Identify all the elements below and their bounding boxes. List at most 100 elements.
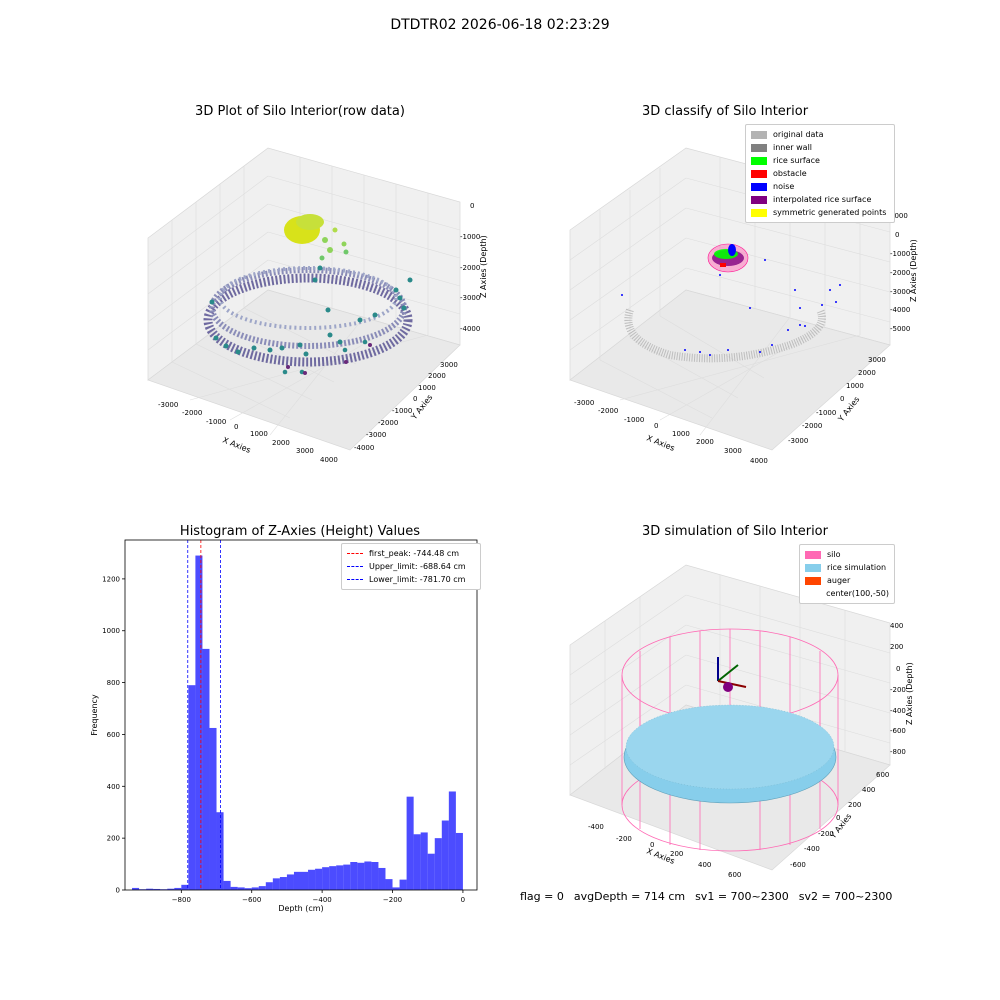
simulation-x-tick: -200 — [616, 835, 632, 843]
raw-x-axis-label: X Axies — [221, 436, 252, 455]
flag-value: flag = 0 — [520, 890, 564, 903]
histogram-bar — [258, 886, 266, 890]
raw-z-tick: -4000 — [460, 325, 480, 333]
simulation-rice-surface — [623, 704, 837, 804]
raw-z-tick: -2000 — [460, 264, 480, 272]
classify-legend-item: obstacle — [751, 167, 889, 180]
histogram-x-axis-label: Depth (cm) — [278, 904, 323, 913]
histogram-bar — [237, 887, 245, 890]
simulation-auger — [717, 657, 747, 692]
histogram-bar — [223, 880, 231, 890]
legend-swatch — [805, 563, 821, 572]
histogram-bar — [265, 882, 273, 890]
classify-legend: original data inner wall rice surface ob… — [745, 124, 895, 223]
simulation-legend-item: center(100,-50) — [805, 587, 889, 600]
histogram-bar — [448, 791, 456, 890]
histogram-bar — [371, 862, 379, 890]
simulation-y-tick: 0 — [836, 814, 840, 822]
raw-z-tick: 0 — [470, 202, 474, 210]
histogram-bar — [392, 887, 400, 890]
classify-legend-item: original data — [751, 128, 889, 141]
avg-depth-value: avgDepth = 714 cm — [573, 890, 686, 903]
histogram-bar — [406, 796, 414, 890]
histogram-bar — [209, 727, 217, 890]
histogram-bar — [420, 832, 428, 890]
histogram-bar — [399, 879, 407, 890]
classify-x-tick: 4000 — [750, 457, 768, 465]
legend-label: symmetric generated points — [773, 208, 887, 217]
simulation-x-tick: 0 — [650, 841, 654, 849]
histogram-bar — [279, 877, 287, 890]
raw-x-tick: 4000 — [320, 456, 338, 464]
legend-label: original data — [773, 130, 824, 139]
simulation-gridlines — [569, 575, 891, 769]
histogram-bar — [181, 884, 189, 890]
histogram-bar — [343, 864, 351, 890]
legend-label: first_peak: -744.48 cm — [369, 549, 460, 558]
simulation-z-tick: -400 — [890, 707, 906, 715]
legend-label: inner wall — [773, 143, 813, 152]
simulation-y-tick: -600 — [790, 861, 806, 869]
simulation-z-tick: -600 — [890, 727, 906, 735]
legend-label: Upper_limit: -688.64 cm — [369, 562, 466, 571]
legend-swatch — [751, 182, 767, 191]
histogram-legend-item: Lower_limit: -781.70 cm — [347, 573, 475, 586]
legend-swatch — [805, 590, 820, 598]
raw-y-tick: 2000 — [428, 372, 446, 380]
histogram-bar — [174, 887, 182, 890]
classify-y-tick: 3000 — [868, 356, 886, 364]
classify-y-tick: -3000 — [788, 437, 808, 445]
simulation-3d-plot: -400 -200 0 200 400 600 600 400 200 0 -2… — [569, 564, 914, 879]
classify-plot-title: 3D classify of Silo Interior — [641, 104, 809, 119]
histogram-bar — [244, 888, 252, 890]
legend-swatch — [805, 550, 821, 559]
histogram-y-tick-label: 400 — [107, 783, 120, 791]
histogram-bar — [286, 874, 294, 890]
legend-label: obstacle — [773, 169, 807, 178]
histogram-bar — [132, 887, 140, 890]
classify-original-data — [624, 308, 826, 363]
histogram-bar — [188, 685, 196, 890]
classify-legend-item: interpolated rice surface — [751, 193, 889, 206]
raw-y-tick: 0 — [413, 395, 417, 403]
raw-y-tick: -1000 — [392, 407, 412, 415]
histogram-bar — [385, 879, 393, 890]
sv2-value: sv2 = 700~2300 — [798, 890, 893, 903]
histogram-bars — [132, 555, 463, 890]
legend-line — [347, 579, 363, 580]
simulation-z-tick: -200 — [890, 686, 906, 694]
histogram-bar — [329, 866, 337, 890]
histogram-threshold-lines — [187, 540, 221, 890]
simulation-plot-title: 3D simulation of Silo Interior — [642, 524, 828, 539]
raw-z-tick: -1000 — [460, 233, 480, 241]
legend-swatch — [751, 130, 767, 139]
classify-z-tick: 1000 — [890, 212, 908, 220]
histogram-bar — [350, 862, 358, 890]
legend-line — [347, 566, 363, 567]
classify-y-tick: 0 — [840, 395, 844, 403]
raw-y-tick: -3000 — [366, 431, 386, 439]
legend-label: silo — [827, 550, 841, 559]
histogram-bar — [293, 871, 301, 890]
simulation-y-tick: 200 — [848, 801, 861, 809]
raw-x-tick: 0 — [234, 423, 238, 431]
histogram-bar — [230, 886, 238, 890]
simulation-x-tick: 400 — [698, 861, 711, 869]
simulation-z-tick: 400 — [890, 622, 903, 630]
simulation-y-tick: 400 — [862, 786, 875, 794]
legend-swatch — [751, 156, 767, 165]
histogram-bar — [336, 865, 344, 890]
legend-swatch — [751, 195, 767, 204]
figure-title: DTDTR02 2026-06-18 02:23:29 — [390, 17, 610, 33]
classify-x-tick: -2000 — [598, 407, 618, 415]
classify-x-tick: 2000 — [696, 438, 714, 446]
histogram-bar — [357, 862, 365, 890]
classify-x-tick: 1000 — [672, 430, 690, 438]
simulation-z-axis-label: Z Axies (Depth) — [905, 662, 914, 725]
simulation-legend: silo rice simulation auger center(100,-5… — [799, 544, 895, 604]
histogram-bar — [272, 878, 280, 890]
histogram-bar — [322, 867, 330, 890]
classify-legend-item: inner wall — [751, 141, 889, 154]
histogram-bar — [202, 648, 210, 890]
raw-y-tick: -2000 — [378, 419, 398, 427]
